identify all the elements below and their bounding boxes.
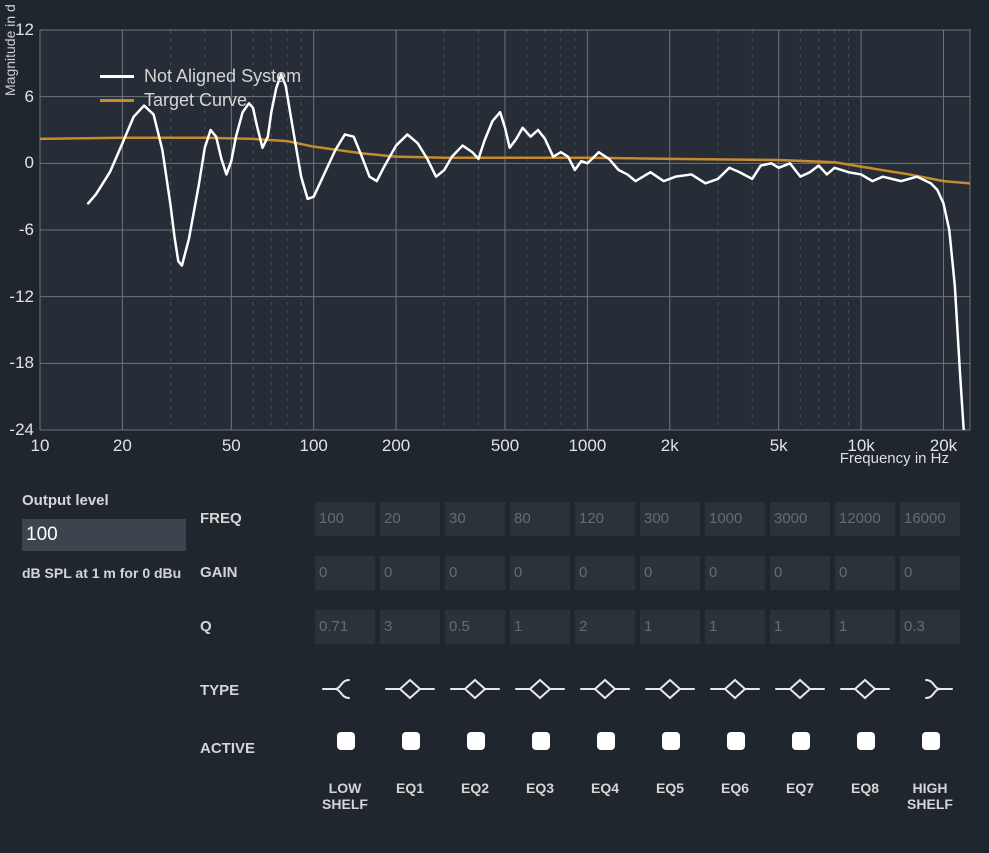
x-tick: 100: [300, 436, 328, 456]
eq-q-input[interactable]: 0.71: [315, 610, 375, 644]
eq-active-checkbox[interactable]: [402, 732, 420, 750]
eq-freq-input[interactable]: 20: [380, 502, 440, 536]
eq-panel: Output level 100 dB SPL at 1 m for 0 dBu…: [0, 484, 989, 853]
eq-gain-input[interactable]: 0: [510, 556, 570, 590]
eq-type-icon[interactable]: [575, 674, 635, 704]
eq-freq-input[interactable]: 3000: [770, 502, 830, 536]
eq-gain-input[interactable]: 0: [705, 556, 765, 590]
y-tick: -24: [0, 420, 34, 440]
eq-gain-input[interactable]: 0: [900, 556, 960, 590]
eq-band-label: EQ5: [640, 780, 700, 796]
eq-freq-input[interactable]: 16000: [900, 502, 960, 536]
eq-active-checkbox[interactable]: [792, 732, 810, 750]
output-level-block: Output level 100 dB SPL at 1 m for 0 dBu: [22, 492, 186, 581]
legend-item: Target Curve: [100, 88, 301, 112]
y-tick: 0: [0, 153, 34, 173]
output-level-input[interactable]: 100: [22, 519, 186, 551]
eq-row-label-gain: GAIN: [200, 564, 238, 581]
eq-band-label: LOWSHELF: [315, 780, 375, 812]
chart-legend: Not Aligned SystemTarget Curve: [100, 64, 301, 113]
eq-gain-input[interactable]: 0: [575, 556, 635, 590]
eq-q-input[interactable]: 1: [510, 610, 570, 644]
legend-swatch: [100, 99, 134, 102]
y-tick: -18: [0, 353, 34, 373]
eq-q-input[interactable]: 0.3: [900, 610, 960, 644]
y-tick: 6: [0, 87, 34, 107]
eq-active-checkbox[interactable]: [597, 732, 615, 750]
eq-active-checkbox[interactable]: [467, 732, 485, 750]
legend-label: Not Aligned System: [144, 64, 301, 88]
eq-type-icon[interactable]: [705, 674, 765, 704]
eq-type-icon[interactable]: [510, 674, 570, 704]
eq-q-input[interactable]: 1: [835, 610, 895, 644]
x-tick: 200: [382, 436, 410, 456]
eq-freq-input[interactable]: 30: [445, 502, 505, 536]
output-level-label: Output level: [22, 492, 186, 509]
x-tick: 50: [222, 436, 241, 456]
eq-row-label-freq: FREQ: [200, 510, 242, 527]
eq-type-icon[interactable]: [770, 674, 830, 704]
eq-type-icon[interactable]: [315, 674, 375, 704]
eq-band-label: EQ4: [575, 780, 635, 796]
x-tick: 10k: [847, 436, 874, 456]
eq-band-label: EQ8: [835, 780, 895, 796]
eq-q-input[interactable]: 0.5: [445, 610, 505, 644]
x-tick: 1000: [568, 436, 606, 456]
eq-band-label: EQ7: [770, 780, 830, 796]
legend-label: Target Curve: [144, 88, 247, 112]
eq-q-input[interactable]: 1: [705, 610, 765, 644]
eq-gain-input[interactable]: 0: [640, 556, 700, 590]
eq-type-icon[interactable]: [900, 674, 960, 704]
eq-gain-input[interactable]: 0: [315, 556, 375, 590]
eq-row-label-q: Q: [200, 618, 212, 635]
x-tick: 5k: [770, 436, 788, 456]
y-tick: 12: [0, 20, 34, 40]
x-tick: 500: [491, 436, 519, 456]
eq-q-input[interactable]: 1: [640, 610, 700, 644]
eq-active-checkbox[interactable]: [662, 732, 680, 750]
eq-active-checkbox[interactable]: [727, 732, 745, 750]
x-tick: 2k: [661, 436, 679, 456]
eq-q-input[interactable]: 2: [575, 610, 635, 644]
eq-type-icon[interactable]: [380, 674, 440, 704]
eq-band-label: EQ1: [380, 780, 440, 796]
legend-swatch: [100, 75, 134, 78]
eq-q-input[interactable]: 3: [380, 610, 440, 644]
eq-freq-input[interactable]: 12000: [835, 502, 895, 536]
eq-freq-input[interactable]: 80: [510, 502, 570, 536]
x-tick: 20: [113, 436, 132, 456]
eq-freq-input[interactable]: 100: [315, 502, 375, 536]
eq-active-checkbox[interactable]: [532, 732, 550, 750]
eq-gain-input[interactable]: 0: [770, 556, 830, 590]
eq-type-icon[interactable]: [835, 674, 895, 704]
frequency-response-chart: Magnitude in d Frequency in Hz Not Align…: [0, 0, 989, 480]
eq-freq-input[interactable]: 120: [575, 502, 635, 536]
output-level-unit: dB SPL at 1 m for 0 dBu: [22, 565, 186, 581]
eq-q-input[interactable]: 1: [770, 610, 830, 644]
eq-gain-input[interactable]: 0: [380, 556, 440, 590]
eq-active-checkbox[interactable]: [922, 732, 940, 750]
eq-band-label: EQ6: [705, 780, 765, 796]
y-tick: -6: [0, 220, 34, 240]
eq-gain-input[interactable]: 0: [445, 556, 505, 590]
eq-freq-input[interactable]: 300: [640, 502, 700, 536]
eq-type-icon[interactable]: [640, 674, 700, 704]
eq-type-icon[interactable]: [445, 674, 505, 704]
eq-freq-input[interactable]: 1000: [705, 502, 765, 536]
x-tick: 20k: [930, 436, 957, 456]
eq-band-label: HIGHSHELF: [900, 780, 960, 812]
eq-band-label: EQ2: [445, 780, 505, 796]
eq-active-checkbox[interactable]: [857, 732, 875, 750]
y-tick: -12: [0, 287, 34, 307]
eq-band-label: EQ3: [510, 780, 570, 796]
eq-active-checkbox[interactable]: [337, 732, 355, 750]
eq-row-label-type: TYPE: [200, 682, 239, 699]
eq-gain-input[interactable]: 0: [835, 556, 895, 590]
legend-item: Not Aligned System: [100, 64, 301, 88]
eq-row-label-active: ACTIVE: [200, 740, 255, 757]
